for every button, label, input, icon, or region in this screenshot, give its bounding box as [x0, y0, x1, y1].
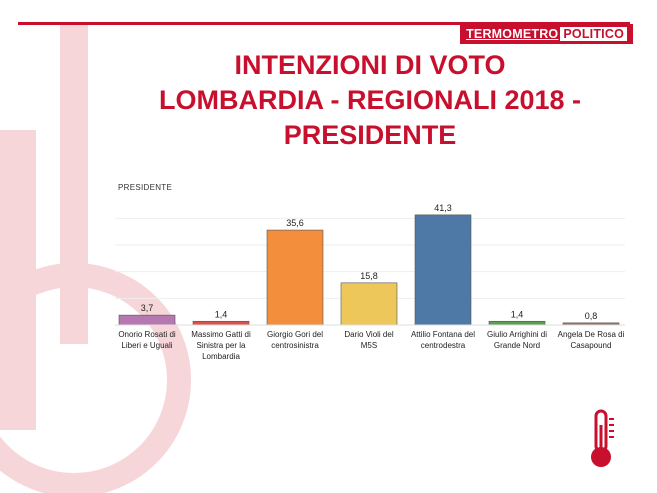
category-label-0-line-0: Onorio Rosati di — [118, 330, 176, 339]
category-label-6-line-1: Casapound — [571, 341, 612, 350]
category-label-4-line-0: Attilio Fontana del — [411, 330, 475, 339]
bar-2 — [266, 229, 324, 326]
brand-part2: POLITICO — [560, 27, 627, 41]
category-label-0-line-1: Liberi e Uguali — [121, 341, 172, 350]
category-label-3-line-1: M5S — [361, 341, 377, 350]
deco-bar — [0, 130, 36, 430]
category-label-1-line-1: Sinistra per la — [197, 341, 246, 350]
title-line-2: LOMBARDIA - REGIONALI 2018 - — [158, 85, 582, 115]
title-line-3: PRESIDENTE — [283, 120, 457, 150]
brand-logo: TERMOMETRO POLITICO — [460, 24, 633, 44]
category-label-4-line-1: centrodestra — [421, 341, 466, 350]
bar-5 — [488, 320, 546, 326]
category-label-1-line-2: Lombardia — [202, 352, 240, 361]
category-label-3-line-0: Dario Violi del — [344, 330, 393, 339]
category-label-5-line-1: Grande Nord — [494, 341, 540, 350]
top-rule — [18, 22, 630, 25]
chart-title: PRESIDENTE — [118, 183, 173, 192]
category-label-6-line-0: Angela De Rosa di — [558, 330, 625, 339]
brand-part1: TERMOMETRO — [466, 27, 559, 41]
thermometer-icon — [591, 409, 614, 467]
title-line-1: INTENZIONI DI VOTO — [234, 50, 506, 80]
data-label-4: 41,3 — [434, 203, 452, 213]
data-label-0: 3,7 — [141, 303, 154, 313]
data-label-2: 35,6 — [286, 218, 304, 228]
bar-4 — [414, 214, 472, 326]
bar-chart: 3,7 Onorio Rosati di Liberi e Uguali 1,4 Mas… — [115, 203, 625, 361]
data-label-1: 1,4 — [215, 309, 228, 319]
data-label-5: 1,4 — [511, 309, 524, 319]
category-label-2-line-0: Giorgio Gori del — [267, 330, 323, 339]
deco-bulb — [0, 263, 191, 493]
page-title: INTENZIONI DI VOTO LOMBARDIA - REGIONALI… — [140, 48, 600, 153]
category-label-2-line-1: centrosinistra — [271, 341, 319, 350]
category-label-1-line-0: Massimo Gatti di — [191, 330, 251, 339]
data-label-6: 0,8 — [585, 311, 598, 321]
category-label-5-line-0: Giulio Arrighini di — [487, 330, 547, 339]
bar-3 — [340, 282, 398, 326]
bar-1 — [192, 320, 250, 326]
data-label-3: 15,8 — [360, 271, 378, 281]
deco-stem — [60, 24, 88, 344]
bar-0 — [118, 314, 176, 326]
